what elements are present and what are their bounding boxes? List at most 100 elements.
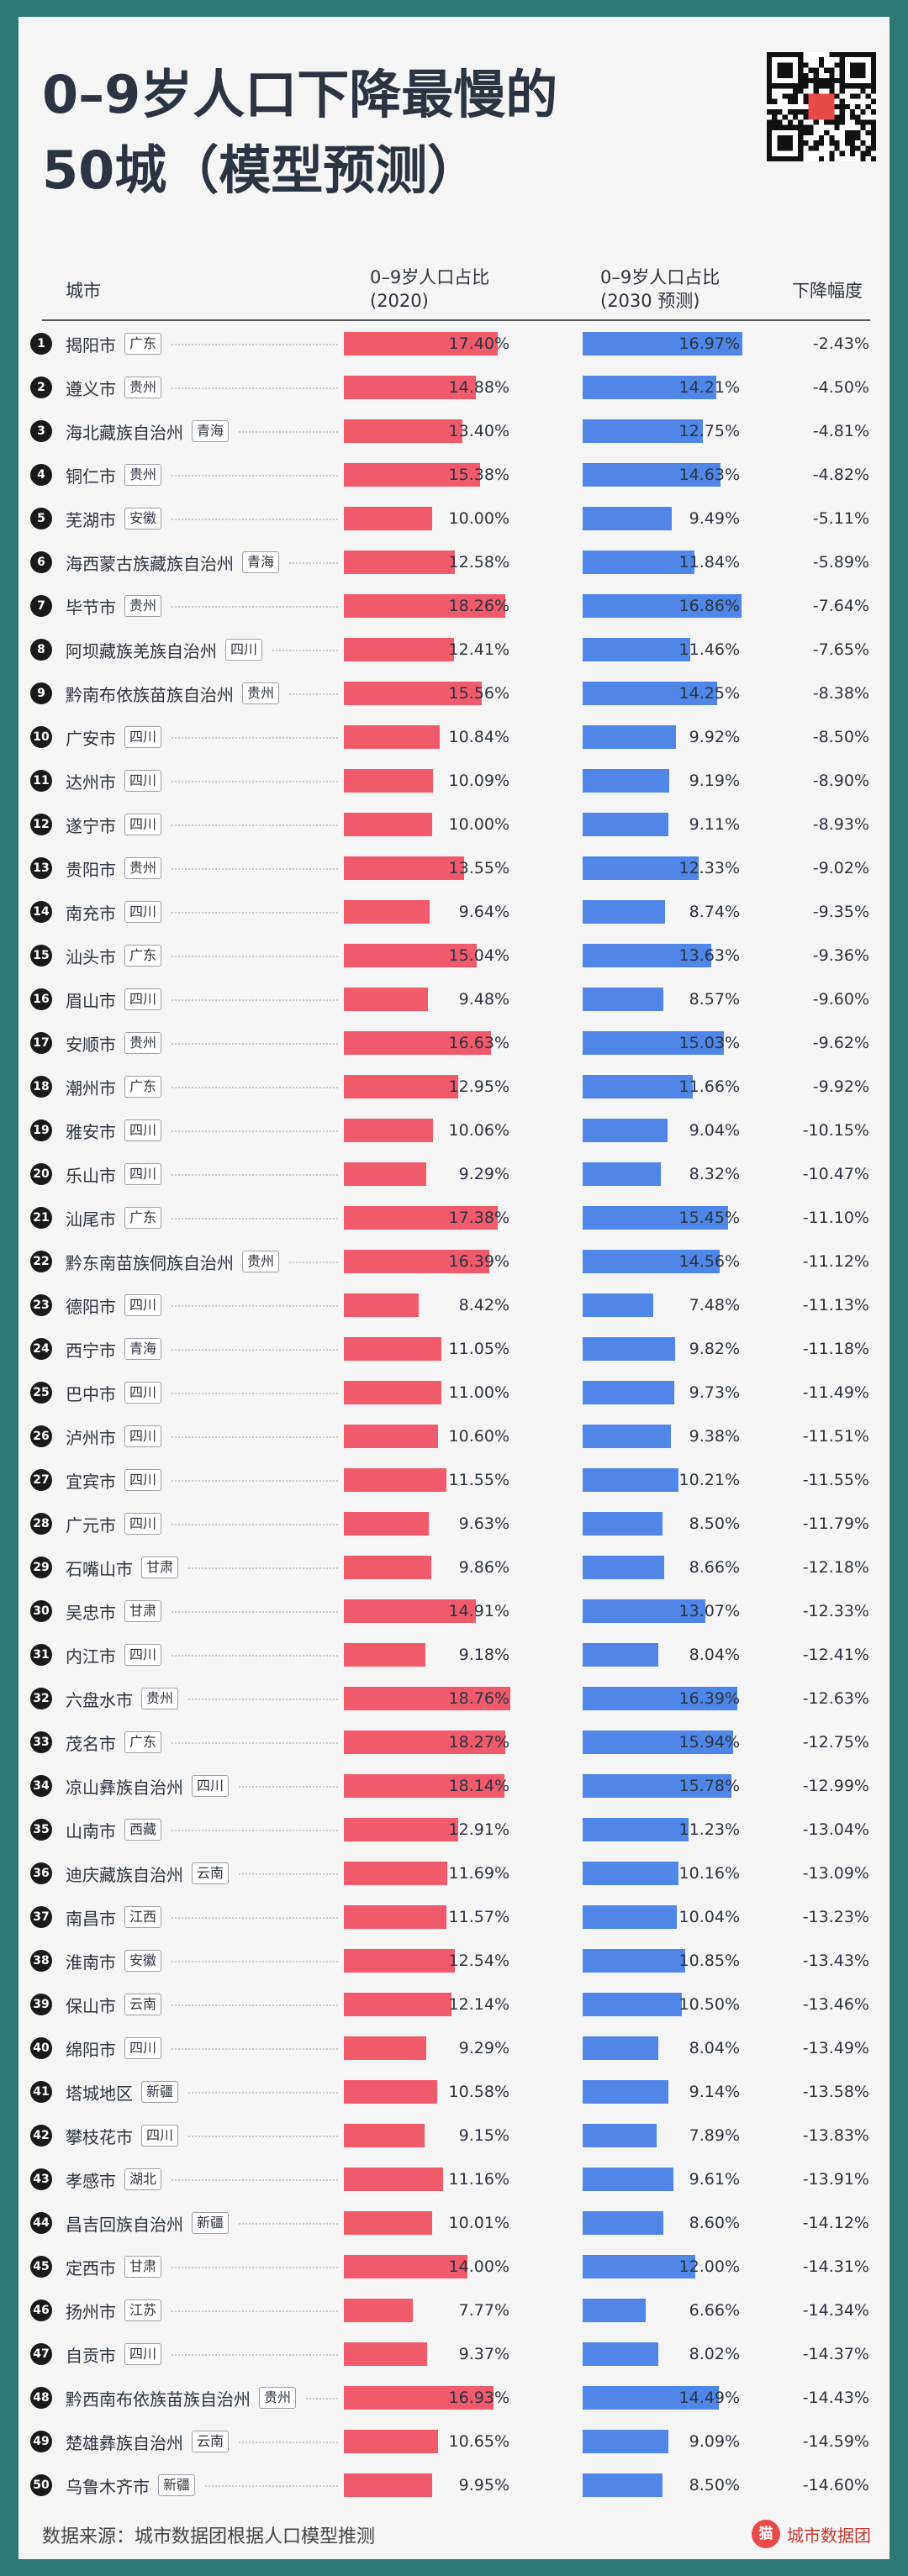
rank-badge: 50 (30, 2474, 52, 2496)
city-cell: 汕头市 广东 (66, 943, 162, 968)
brand-name: 城市数据团 (787, 2525, 871, 2546)
bar-2020 (344, 332, 499, 356)
bar-2020 (344, 900, 430, 924)
city-cell: 雅安市 四川 (66, 1118, 162, 1143)
city-cell: 眉山市 四川 (66, 987, 162, 1012)
bar-2020 (344, 1031, 492, 1055)
table-row: 17 安顺市 贵州 16.63% 15.03% -9.62% (18, 1020, 890, 1064)
value-2030: 8.32% (689, 1165, 740, 1183)
bar-2020 (344, 769, 434, 793)
leader-dots (172, 1218, 338, 1220)
header-decline: 下降幅度 (792, 281, 863, 301)
province-tag: 贵州 (124, 464, 162, 486)
decline-value: -14.60% (802, 2476, 869, 2494)
decline-value: -12.41% (802, 1646, 869, 1664)
city-name: 阿坝藏族羌族自治州 (66, 640, 217, 661)
leader-dots (239, 1873, 338, 1875)
city-name: 遂宁市 (66, 815, 116, 836)
rank-badge: 13 (30, 857, 52, 879)
province-tag: 贵州 (242, 682, 280, 704)
value-2030: 9.38% (689, 1427, 740, 1446)
decline-value: -10.47% (802, 1165, 869, 1183)
bar-2020 (344, 1556, 431, 1579)
bar-2030 (583, 2386, 720, 2410)
leader-dots (172, 2354, 338, 2356)
rank-badge: 32 (30, 1688, 52, 1709)
value-2020: 10.65% (448, 2432, 509, 2451)
bar-2030 (583, 988, 663, 1011)
rank-badge: 29 (30, 1557, 52, 1578)
table-row: 38 淮南市 安徽 12.54% 10.85% -13.43% (18, 1938, 890, 1982)
table-row: 3 海北藏族自治州 青海 13.40% 12.75% -4.81% (18, 408, 890, 452)
bar-2030 (583, 1862, 678, 1885)
leader-dots (272, 650, 338, 651)
table-row: 42 攀枝花市 四川 9.15% 7.89% -13.83% (18, 2113, 890, 2157)
bar-2020 (344, 463, 480, 487)
decline-value: -13.49% (802, 2039, 869, 2057)
bar-2030 (583, 1381, 674, 1404)
rank-badge: 22 (30, 1251, 52, 1272)
value-2030: 12.00% (678, 2257, 740, 2276)
leader-dots (172, 781, 338, 782)
leader-dots (172, 606, 338, 608)
province-tag: 四川 (225, 639, 263, 661)
table-row: 39 保山市 云南 12.14% 10.50% -13.46% (18, 1982, 890, 2026)
province-tag: 安徽 (124, 1950, 162, 1972)
bar-2020 (344, 1425, 438, 1448)
city-cell: 黔东南苗族侗族自治州 贵州 (66, 1249, 280, 1274)
bar-2020 (344, 1381, 441, 1404)
value-2020: 18.27% (448, 1733, 509, 1752)
bar-2030 (583, 550, 694, 574)
value-2020: 16.93% (448, 2389, 509, 2407)
rank-badge: 43 (30, 2168, 52, 2190)
bar-2020 (344, 550, 456, 574)
table-row: 11 达州市 四川 10.09% 9.19% -8.90% (18, 758, 890, 802)
city-name: 楚雄彝族自治州 (66, 2432, 183, 2453)
decline-value: -13.83% (802, 2126, 869, 2145)
bar-2030 (583, 594, 742, 618)
value-2020: 15.04% (448, 946, 509, 965)
value-2020: 9.95% (458, 2476, 509, 2494)
rank-badge: 2 (30, 377, 52, 398)
value-2020: 7.77% (458, 2301, 509, 2320)
city-cell: 黔西南布依族苗族自治州 贵州 (66, 2385, 297, 2410)
rank-badge: 40 (30, 2037, 52, 2059)
leader-dots (172, 2310, 338, 2312)
table-row: 7 毕节市 贵州 18.26% 16.86% -7.64% (18, 583, 890, 627)
rank-badge: 4 (30, 464, 52, 486)
leader-dots (205, 2485, 338, 2487)
decline-value: -9.62% (812, 1034, 869, 1052)
bar-2020 (344, 1162, 426, 1186)
province-tag: 新疆 (192, 2212, 230, 2234)
city-cell: 南昌市 江西 (66, 1904, 162, 1930)
bar-2030 (583, 1818, 689, 1841)
city-name: 安顺市 (66, 1034, 116, 1055)
table-row: 6 海西蒙古族藏族自治州 青海 12.58% 11.84% -5.89% (18, 540, 890, 583)
leader-dots (239, 431, 338, 433)
value-2030: 10.85% (678, 1952, 740, 1970)
decline-value: -13.09% (802, 1864, 869, 1883)
leader-dots (289, 562, 338, 564)
qr-code-icon (767, 52, 876, 161)
value-2030: 15.94% (678, 1733, 740, 1752)
city-cell: 塔城地区 新疆 (66, 2079, 179, 2105)
bar-2030 (583, 1993, 682, 2016)
bar-2030 (583, 2473, 663, 2497)
bar-2030 (583, 419, 703, 443)
bar-2020 (344, 1075, 459, 1098)
rank-badge: 41 (30, 2081, 52, 2103)
province-tag: 青海 (192, 420, 230, 442)
table-row: 12 遂宁市 四川 10.00% 9.11% -8.93% (18, 802, 890, 845)
city-cell: 淮南市 安徽 (66, 1948, 162, 1973)
bar-2020 (344, 2036, 426, 2060)
bar-2030 (583, 2036, 658, 2060)
city-cell: 孝感市 湖北 (66, 2167, 162, 2192)
decline-value: -11.49% (802, 1383, 869, 1402)
table-row: 10 广安市 四川 10.84% 9.92% -8.50% (18, 714, 890, 758)
decline-value: -14.43% (802, 2389, 869, 2407)
city-cell: 达州市 四川 (66, 768, 162, 793)
value-2030: 14.21% (678, 378, 740, 397)
decline-value: -4.81% (812, 422, 869, 440)
decline-value: -13.43% (802, 1952, 869, 1970)
city-cell: 南充市 四川 (66, 899, 162, 925)
